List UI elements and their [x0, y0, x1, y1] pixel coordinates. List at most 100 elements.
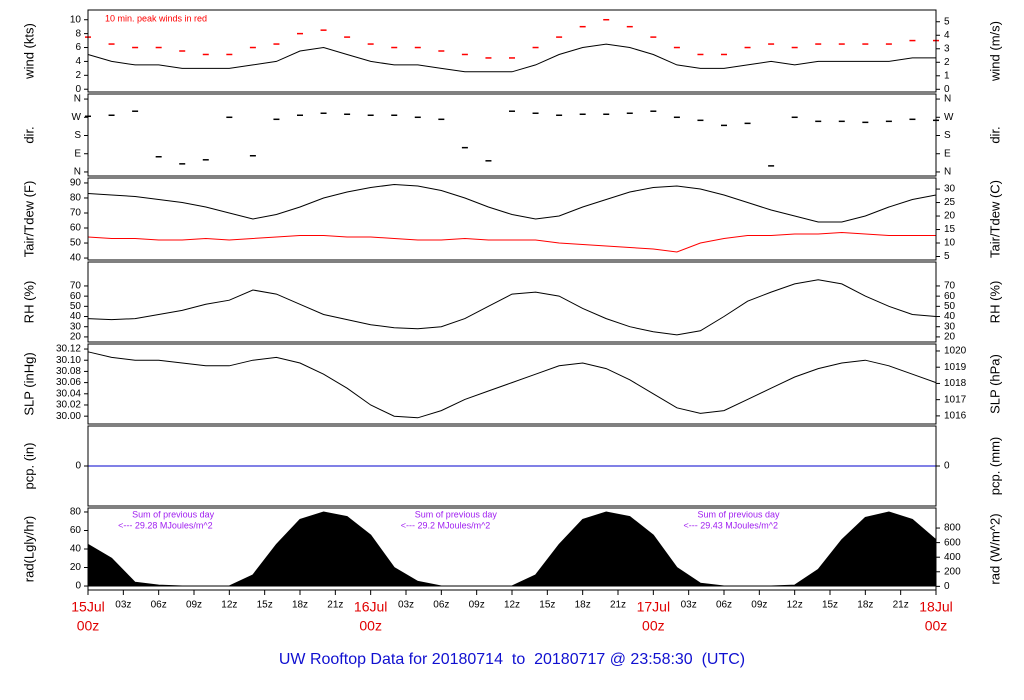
annotation: Sum of previous day: [132, 509, 215, 519]
x-tick-label: 21z: [327, 600, 343, 611]
panel-frame: [87, 261, 937, 343]
y2-axis-label: rad (W/m^2): [987, 513, 1002, 584]
series-line: [87, 351, 937, 419]
y2-tick-label: 1018: [944, 378, 967, 389]
y-tick-label: 30.04: [56, 388, 81, 399]
x-tick-label: 15z: [822, 600, 838, 611]
y-tick-label: 30.06: [56, 377, 81, 388]
x-tick-label: 21z: [610, 600, 626, 611]
y-tick-label: 6: [75, 42, 81, 53]
y2-axis-label: wind (m/s): [987, 21, 1002, 82]
y-tick-label: 80: [70, 193, 82, 204]
y2-tick-label: 3: [944, 43, 950, 54]
y2-tick-label: 10: [944, 238, 956, 249]
y2-tick-label: 400: [944, 552, 961, 563]
y-tick-label: 70: [70, 281, 82, 292]
annotation: <--- 29.43 MJoules/m^2: [683, 520, 778, 530]
series-line: [87, 183, 937, 223]
panel-frame: [87, 425, 937, 507]
y2-axis-label: Tair/Tdew (C): [987, 180, 1002, 258]
y2-tick-label: 25: [944, 197, 956, 208]
x-tick-label: 03z: [398, 600, 414, 611]
series-line: [87, 231, 936, 253]
y2-tick-label: 200: [944, 566, 961, 577]
y-tick-label: 70: [70, 208, 82, 219]
y2-tick-label: 70: [944, 281, 956, 292]
y2-tick-label: 0: [944, 461, 950, 472]
y2-tick-label: 1: [944, 70, 950, 81]
x-tick-label: 15z: [539, 600, 555, 611]
x-tick-label: 00z: [925, 618, 948, 634]
y-tick-label: 30.00: [56, 411, 81, 422]
y2-tick-label: N: [944, 167, 951, 178]
x-tick-label: 00z: [642, 618, 665, 634]
y-tick-label: 2: [75, 70, 81, 81]
y2-tick-label: 1020: [944, 346, 967, 357]
y-tick-label: 80: [70, 507, 82, 518]
y-tick-label: 40: [70, 311, 82, 322]
y-tick-label: 0: [75, 461, 81, 472]
y2-tick-label: 4: [944, 30, 950, 41]
y-tick-label: S: [74, 130, 81, 141]
x-tick-label: 18z: [575, 600, 591, 611]
panel-frame: [87, 93, 937, 177]
y-tick-label: 20: [70, 332, 82, 343]
y-tick-label: 60: [70, 291, 82, 302]
y2-tick-label: 20: [944, 211, 956, 222]
y2-tick-label: 0: [944, 84, 950, 95]
day-label: 16Jul: [354, 599, 387, 615]
y2-axis-label: dir.: [987, 126, 1002, 143]
annotation: <--- 29.2 MJoules/m^2: [401, 520, 491, 530]
y-axis-label: wind (kts): [21, 23, 36, 80]
y2-tick-label: N: [944, 94, 951, 105]
panel-frame: [87, 177, 937, 261]
y-tick-label: 0: [75, 581, 81, 592]
chart-title: UW Rooftop Data for 20180714 to 20180717…: [279, 651, 745, 668]
y2-tick-label: 2: [944, 57, 950, 68]
x-tick-label: 21z: [893, 600, 909, 611]
y2-tick-label: S: [944, 130, 951, 141]
x-tick-label: 03z: [681, 600, 697, 611]
y-axis-label: dir.: [21, 126, 36, 143]
y-tick-label: 60: [70, 223, 82, 234]
y2-tick-label: 30: [944, 184, 956, 195]
day-label: 17Jul: [637, 599, 670, 615]
x-tick-label: 00z: [77, 618, 100, 634]
x-tick-label: 03z: [115, 600, 131, 611]
y2-tick-label: W: [944, 112, 954, 123]
y-tick-label: W: [72, 112, 82, 123]
x-tick-label: 09z: [751, 600, 767, 611]
y2-tick-label: 15: [944, 224, 956, 235]
y2-tick-label: 20: [944, 332, 956, 343]
day-label: 18Jul: [919, 599, 952, 615]
y2-tick-label: 1016: [944, 411, 967, 422]
y-tick-label: 50: [70, 238, 82, 249]
y2-tick-label: 600: [944, 537, 961, 548]
y2-tick-label: E: [944, 148, 951, 159]
y2-axis-label: SLP (hPa): [987, 354, 1002, 414]
x-tick-label: 12z: [504, 600, 520, 611]
panel-frame: [87, 9, 937, 93]
y2-tick-label: 30: [944, 321, 956, 332]
series-line: [87, 43, 936, 73]
y2-tick-label: 0: [944, 581, 950, 592]
y-tick-label: 90: [70, 178, 82, 189]
y-tick-label: 30.10: [56, 355, 81, 366]
y2-tick-label: 40: [944, 311, 956, 322]
y2-tick-label: 50: [944, 301, 956, 312]
y-tick-label: 60: [70, 525, 82, 536]
x-tick-label: 18z: [857, 600, 873, 611]
y-tick-label: 20: [70, 562, 82, 573]
annotation: 10 min. peak winds in red: [105, 13, 207, 23]
y-tick-label: E: [74, 148, 81, 159]
y-tick-label: 4: [75, 56, 81, 67]
y-tick-label: 40: [70, 544, 82, 555]
series-area: [87, 511, 937, 587]
annotation: Sum of previous day: [415, 509, 498, 519]
y2-tick-label: 1019: [944, 362, 967, 373]
x-tick-label: 06z: [433, 600, 449, 611]
series-line: [87, 279, 937, 336]
y-tick-label: 0: [75, 84, 81, 95]
y-tick-label: 30.08: [56, 366, 81, 377]
